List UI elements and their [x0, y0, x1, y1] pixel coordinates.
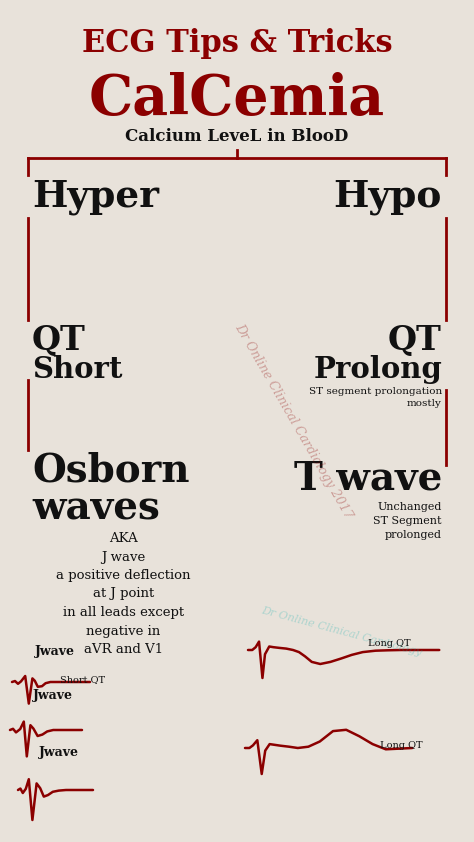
Text: Jwave: Jwave	[33, 690, 73, 702]
Text: T wave: T wave	[293, 460, 442, 498]
Text: Long QT: Long QT	[368, 638, 410, 647]
Text: CalCemia: CalCemia	[89, 72, 385, 127]
Text: Hypo: Hypo	[334, 178, 442, 215]
Text: Long QT: Long QT	[380, 741, 423, 750]
Text: Calcium LeveL in BlooD: Calcium LeveL in BlooD	[125, 128, 349, 145]
Text: Dr Online Clinical Cardiology 2017: Dr Online Clinical Cardiology 2017	[233, 321, 355, 521]
Text: Jwave: Jwave	[39, 746, 79, 759]
Text: Dr Online Clinical Cardiology: Dr Online Clinical Cardiology	[260, 605, 423, 658]
Text: Short: Short	[32, 355, 122, 384]
Text: Unchanged
ST Segment
prolonged: Unchanged ST Segment prolonged	[374, 502, 442, 540]
Text: ECG Tips & Tricks: ECG Tips & Tricks	[82, 28, 392, 59]
Text: ST segment prolongation
mostly: ST segment prolongation mostly	[309, 387, 442, 408]
Text: Short QT: Short QT	[60, 675, 105, 684]
Text: QT: QT	[388, 324, 442, 357]
Text: QT: QT	[32, 324, 86, 357]
Text: Prolong: Prolong	[313, 355, 442, 384]
Text: Jwave: Jwave	[35, 645, 75, 658]
Text: AKA
J wave
a positive deflection
at J point
in all leads except
negative in
aVR : AKA J wave a positive deflection at J po…	[56, 532, 191, 656]
Text: Osborn: Osborn	[32, 452, 190, 490]
Text: waves: waves	[32, 490, 160, 528]
Text: Hyper: Hyper	[32, 178, 159, 215]
